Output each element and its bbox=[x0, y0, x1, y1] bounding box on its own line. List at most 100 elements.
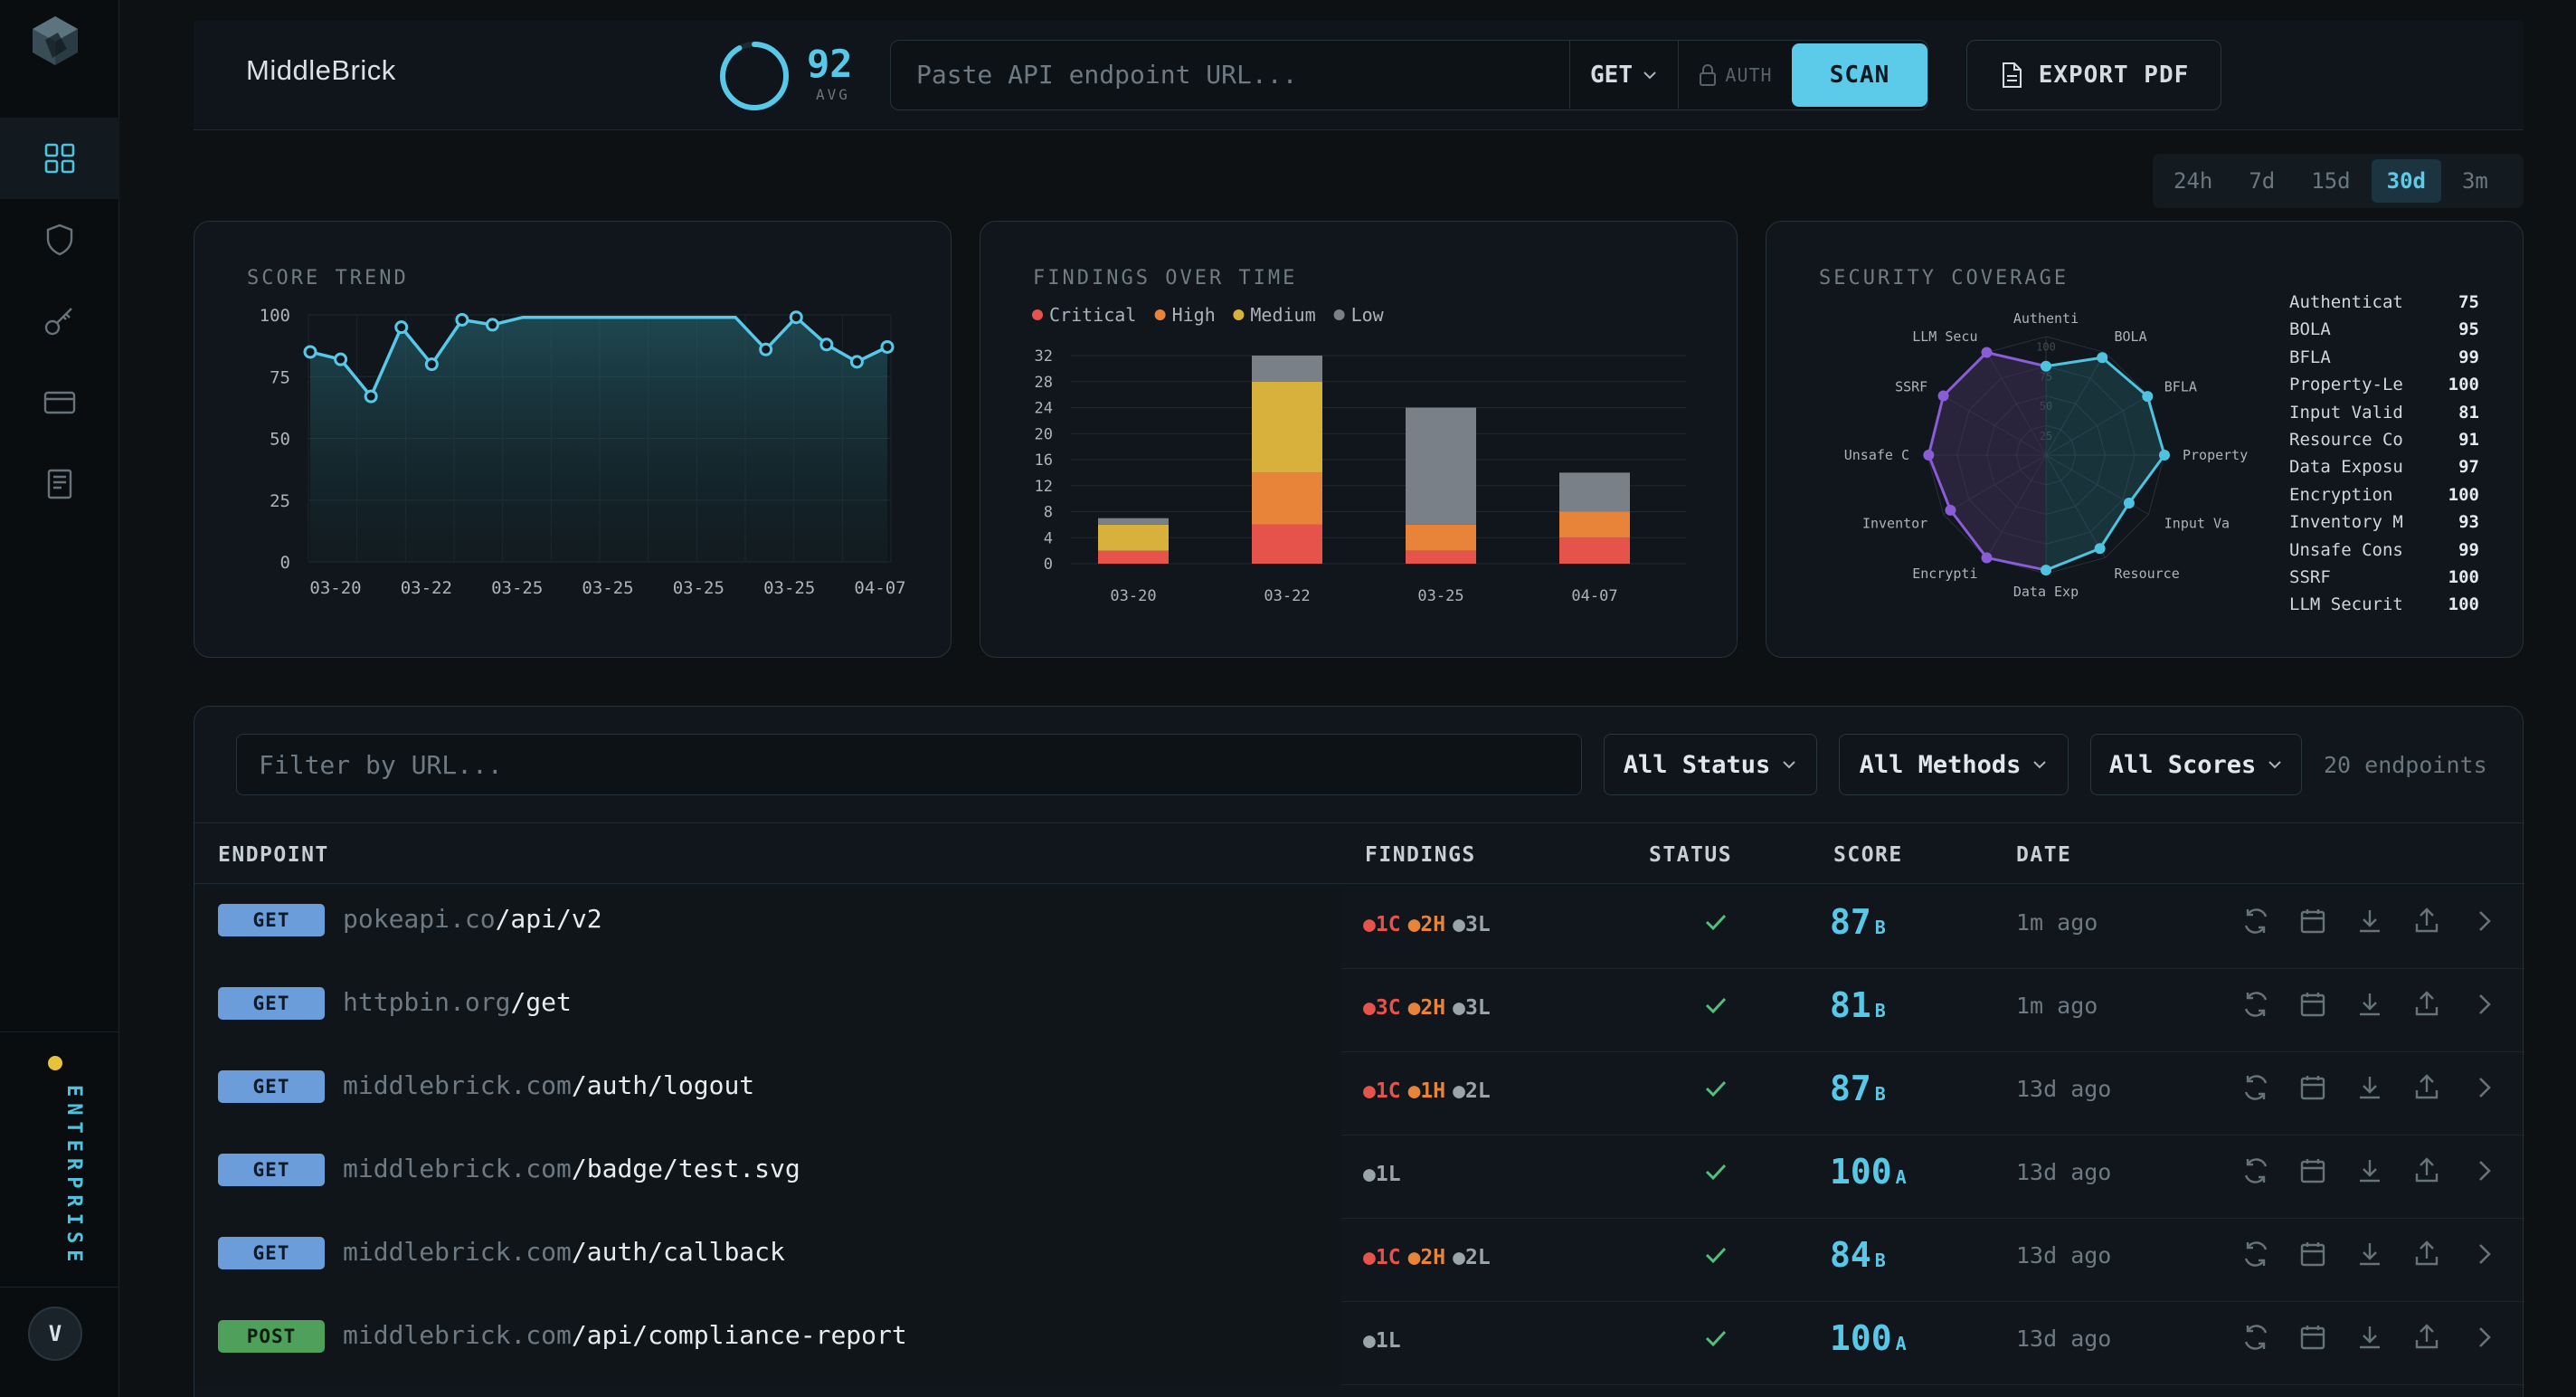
legend-dot bbox=[1233, 309, 1245, 320]
endpoint-url[interactable]: middlebrick.com/auth/logout bbox=[343, 1070, 754, 1100]
key-icon bbox=[44, 308, 72, 336]
coverage-list-item: BFLA 99 bbox=[2289, 347, 2479, 375]
sidebar-item-dashboard[interactable] bbox=[0, 118, 119, 199]
period-15d[interactable]: 15d bbox=[2311, 168, 2351, 194]
period-30d[interactable]: 30d bbox=[2371, 159, 2441, 203]
share-icon[interactable] bbox=[2411, 906, 2442, 936]
share-icon[interactable] bbox=[2411, 1155, 2442, 1186]
bar-segment bbox=[1252, 356, 1322, 382]
status-filter-dropdown[interactable]: All Status bbox=[1604, 734, 1817, 795]
top-bar: MiddleBrick 92 AVG GET AUTH SCAN bbox=[194, 20, 2524, 130]
share-icon[interactable] bbox=[2411, 989, 2442, 1020]
col-status[interactable]: STATUS bbox=[1649, 843, 1733, 867]
endpoint-url[interactable]: pokeapi.co/api/v2 bbox=[343, 904, 602, 934]
refresh-icon[interactable] bbox=[2240, 1155, 2271, 1186]
chevron-right-icon[interactable] bbox=[2468, 989, 2499, 1020]
download-icon[interactable] bbox=[2354, 989, 2385, 1020]
coverage-value: 81 bbox=[2458, 402, 2479, 423]
refresh-icon[interactable] bbox=[2240, 906, 2271, 936]
export-pdf-button[interactable]: EXPORT PDF bbox=[1966, 40, 2221, 110]
method-badge: POST bbox=[218, 1320, 325, 1353]
method-filter-dropdown[interactable]: All Methods bbox=[1839, 734, 2069, 795]
calendar-icon[interactable] bbox=[2297, 989, 2328, 1020]
col-findings[interactable]: FINDINGS bbox=[1365, 843, 1476, 867]
calendar-icon[interactable] bbox=[2297, 1239, 2328, 1269]
url-filter-input[interactable] bbox=[236, 734, 1582, 795]
endpoint-url[interactable]: middlebrick.com/auth/callback bbox=[343, 1237, 785, 1267]
share-icon[interactable] bbox=[2411, 1072, 2442, 1103]
radar-point bbox=[1937, 390, 1949, 402]
bar-segment bbox=[1559, 472, 1630, 512]
period-3m[interactable]: 3m bbox=[2461, 168, 2488, 194]
download-icon[interactable] bbox=[2354, 1072, 2385, 1103]
coverage-list-item: Property-Le 100 bbox=[2289, 375, 2479, 402]
method-select[interactable]: GET bbox=[1569, 41, 1678, 109]
download-icon[interactable] bbox=[2354, 1322, 2385, 1353]
calendar-icon[interactable] bbox=[2297, 1155, 2328, 1186]
sidebar-item-docs[interactable] bbox=[0, 443, 119, 525]
score-filter-dropdown[interactable]: All Scores bbox=[2090, 734, 2302, 795]
endpoint-url[interactable]: httpbin.org/get bbox=[343, 987, 572, 1017]
sidebar-item-security[interactable] bbox=[0, 199, 119, 280]
period-24h[interactable]: 24h bbox=[2174, 168, 2213, 194]
refresh-icon[interactable] bbox=[2240, 1072, 2271, 1103]
radar-spoke bbox=[1943, 454, 2047, 515]
coverage-value: 100 bbox=[2448, 375, 2479, 395]
legend-dot bbox=[1333, 309, 1345, 320]
scan-button[interactable]: SCAN bbox=[1792, 43, 1927, 107]
share-icon[interactable] bbox=[2411, 1239, 2442, 1269]
calendar-icon[interactable] bbox=[2297, 1072, 2328, 1103]
method-select-value: GET bbox=[1590, 61, 1633, 89]
method-badge: GET bbox=[218, 1154, 325, 1186]
coverage-name: Authenticat bbox=[2289, 292, 2403, 312]
avatar[interactable]: V bbox=[28, 1307, 82, 1361]
calendar-icon[interactable] bbox=[2297, 1322, 2328, 1353]
chevron-right-icon[interactable] bbox=[2468, 1322, 2499, 1353]
sidebar-item-keys[interactable] bbox=[0, 280, 119, 362]
table-row[interactable]: GET pokeapi.co/api/v2 ●1C ●2H ●3L 87 B 1m ago bbox=[194, 886, 2524, 969]
col-score[interactable]: SCORE bbox=[1833, 843, 1903, 867]
table-row[interactable]: GET middlebrick.com/auth/callback ●1C ●2H ●2… bbox=[194, 1219, 2524, 1302]
radar-point bbox=[2159, 450, 2170, 461]
radar-axis-label: Authenti bbox=[2013, 310, 2079, 327]
period-7d[interactable]: 7d bbox=[2249, 168, 2276, 194]
endpoint-url[interactable]: middlebrick.com/api/compliance-report bbox=[343, 1320, 907, 1350]
logo-icon[interactable] bbox=[27, 13, 83, 69]
download-icon[interactable] bbox=[2354, 1239, 2385, 1269]
table-row[interactable]: POST middlebrick.com/api/compliance-repor… bbox=[194, 1302, 2524, 1385]
chevron-right-icon[interactable] bbox=[2468, 906, 2499, 936]
download-icon[interactable] bbox=[2354, 906, 2385, 936]
sidebar-item-billing[interactable] bbox=[0, 362, 119, 443]
score-trend-chart: 0 25 50 75 100 03-20 03-22 03-25 03-25 03-25 03-25… bbox=[260, 306, 906, 598]
x-tick-label: 03-25 bbox=[491, 578, 543, 598]
auth-toggle[interactable]: AUTH bbox=[1678, 41, 1792, 109]
endpoint-url-input[interactable] bbox=[891, 41, 1569, 109]
refresh-icon[interactable] bbox=[2240, 1322, 2271, 1353]
col-date[interactable]: DATE bbox=[2016, 843, 2072, 867]
radar-spoke bbox=[2045, 395, 2149, 456]
download-icon[interactable] bbox=[2354, 1155, 2385, 1186]
table-row[interactable]: GET httpbin.org/get ●3C ●2H ●3L 81 B 1m ago bbox=[194, 969, 2524, 1052]
card-icon bbox=[43, 391, 76, 414]
method-badge: GET bbox=[218, 1070, 325, 1103]
refresh-icon[interactable] bbox=[2240, 1239, 2271, 1269]
export-pdf-label: EXPORT PDF bbox=[2038, 62, 2190, 89]
endpoint-url[interactable]: middlebrick.com/badge/test.svg bbox=[343, 1154, 800, 1183]
coverage-list-item: Unsafe Cons 99 bbox=[2289, 540, 2479, 567]
y-tick-label: 25 bbox=[270, 491, 290, 511]
coverage-list-item: BOLA 95 bbox=[2289, 319, 2479, 347]
share-icon[interactable] bbox=[2411, 1322, 2442, 1353]
low-count: ●3L bbox=[1453, 913, 1491, 936]
table-row[interactable]: GET middlebrick.com/badge/test.svg ●1L 100 A… bbox=[194, 1136, 2524, 1219]
calendar-icon[interactable] bbox=[2297, 906, 2328, 936]
chevron-right-icon[interactable] bbox=[2468, 1239, 2499, 1269]
chevron-right-icon[interactable] bbox=[2468, 1155, 2499, 1186]
bar-segment bbox=[1559, 511, 1630, 538]
score-grade: B bbox=[1874, 1250, 1886, 1271]
col-endpoint[interactable]: ENDPOINT bbox=[218, 843, 329, 867]
refresh-icon[interactable] bbox=[2240, 989, 2271, 1020]
table-row[interactable]: GET middlebrick.com/auth/logout ●1C ●1H ●2L 8… bbox=[194, 1052, 2524, 1136]
chevron-right-icon[interactable] bbox=[2468, 1072, 2499, 1103]
scan-date: 13d ago bbox=[2016, 1242, 2112, 1269]
high-count: ●2H bbox=[1407, 996, 1446, 1020]
